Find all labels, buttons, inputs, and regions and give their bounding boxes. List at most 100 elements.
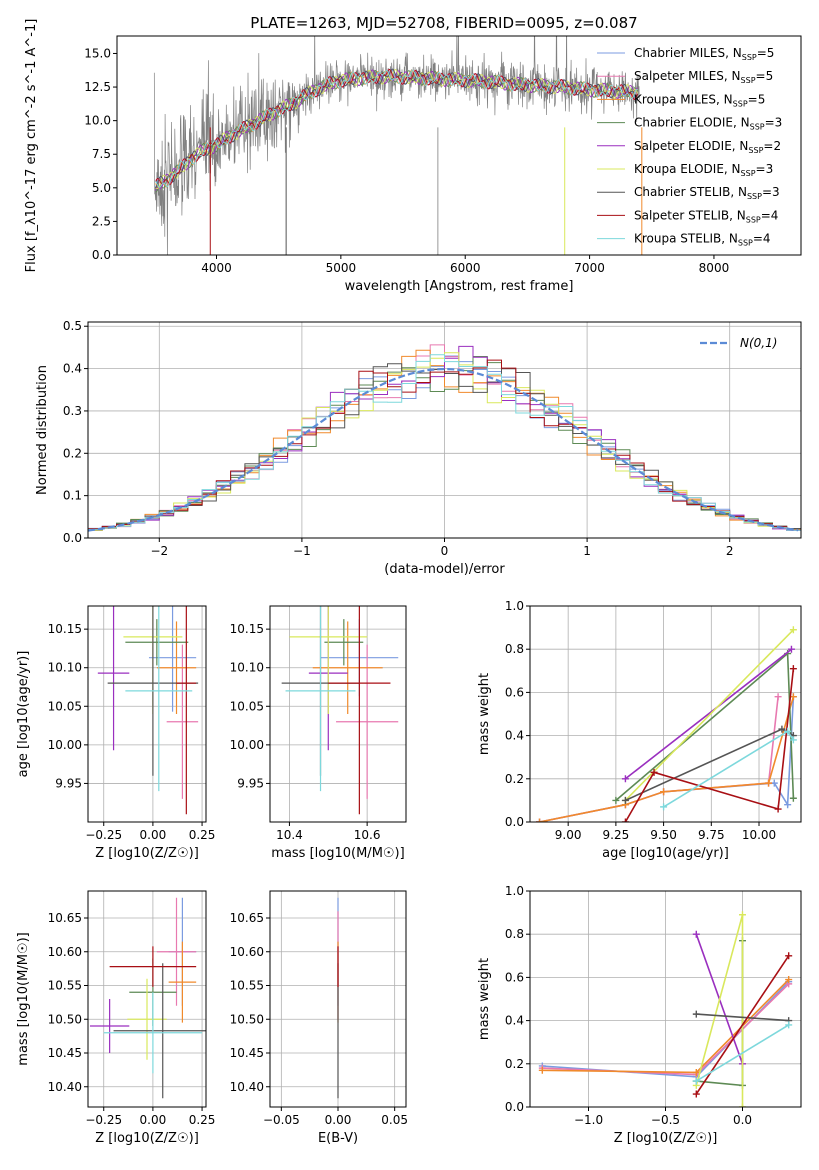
mass-vs-Z-plot-area — [89, 897, 206, 1099]
mass-vs-EBV-x-axis-label: E(B-V) — [318, 1131, 358, 1146]
y-tick-label: 0.4 — [505, 1014, 524, 1028]
age-vs-Z-plot-area — [97, 606, 199, 815]
mass-weight-marker-salpeter-elodie — [692, 930, 700, 938]
x-tick-label: 0.00 — [140, 1113, 167, 1127]
y-tick-label: 0.2 — [505, 772, 524, 786]
y-tick-label: 10.45 — [230, 1046, 264, 1060]
y-tick-label: 10.15 — [230, 622, 264, 636]
x-tick-label: −2 — [150, 544, 168, 558]
y-tick-label: 10.60 — [230, 945, 264, 959]
y-tick-label: 0.4 — [505, 729, 524, 743]
mass-weight-marker-kroupa-elodie — [738, 1103, 746, 1107]
x-tick-label: 9.25 — [603, 828, 630, 842]
legend-label-salpeter-stelib: Salpeter STELIB, NSSP=4 — [634, 208, 778, 224]
mass-weight-marker-kroupa-miles — [785, 976, 793, 984]
legend-label-kroupa-stelib: Kroupa STELIB, NSSP=4 — [634, 232, 771, 248]
y-tick-label: 9.95 — [237, 776, 264, 790]
mass-weight-line-chabrier-stelib — [696, 1013, 789, 1022]
mass-weight-marker-salpeter-stelib — [785, 952, 793, 960]
y-tick-label: 10.45 — [48, 1046, 82, 1060]
mass-vs-Z-x-axis-label: Z [log10(Z/Z☉)] — [95, 1131, 199, 1146]
mass-weight-line-salpeter-stelib — [624, 668, 795, 822]
y-tick-label: 10.10 — [48, 661, 82, 675]
x-tick-label: 0.25 — [189, 828, 216, 842]
residual-histogram-kroupa-stelib — [88, 354, 801, 531]
y-tick-label: 0.8 — [505, 642, 524, 656]
mass-weight-marker-kroupa-stelib — [784, 727, 792, 735]
y-tick-label: 10.10 — [230, 661, 264, 675]
mass-weight-marker-salpeter-stelib — [692, 1090, 700, 1098]
x-tick-label: 2 — [726, 544, 734, 558]
x-tick-label: 10.4 — [276, 828, 303, 842]
mass-weight-marker-kroupa-miles — [660, 788, 668, 796]
mass-weight-vs-Z-plot-area — [538, 911, 793, 1107]
mass-weight-marker-salpeter-elodie — [787, 645, 795, 653]
age-vs-Z-frame — [87, 605, 207, 823]
mass-weight-vs-age-plot-area — [536, 626, 797, 822]
mass-weight-marker-kroupa-miles — [692, 1068, 700, 1076]
y-tick-label: 0.6 — [505, 685, 524, 699]
x-tick-label: 4000 — [201, 261, 232, 275]
mass-weight-marker-chabrier-stelib — [778, 725, 786, 733]
mass-weight-marker-kroupa-stelib — [660, 803, 668, 811]
x-tick-label: −0.5 — [651, 1113, 680, 1127]
age-vs-Z-panel: −0.25 0.00 0.25 9.95 10.00 10.05 10.10 10.15 Z [… — [16, 605, 216, 861]
x-tick-label: 9.75 — [698, 828, 725, 842]
x-tick-label: 10.6 — [354, 828, 381, 842]
model-spectrum-chabrier-elodie — [155, 69, 638, 193]
residual-histogram-plot-area — [88, 344, 801, 532]
model-spectrum-kroupa-stelib — [155, 69, 638, 188]
y-tick-label: 0.1 — [63, 489, 82, 503]
x-tick-label: 0.00 — [325, 1113, 352, 1127]
y-tick-label: 0.0 — [505, 1100, 524, 1114]
y-tick-label: 10.55 — [230, 979, 264, 993]
mass-weight-vs-age-frame — [529, 605, 802, 823]
y-tick-label: 0.2 — [63, 446, 82, 460]
y-tick-label: 10.05 — [230, 699, 264, 713]
y-tick-label: 1.0 — [505, 884, 524, 898]
model-spectrum-kroupa-elodie — [155, 69, 639, 189]
y-tick-label: 0.0 — [92, 248, 111, 262]
age-vs-mass-panel: 10.4 10.6 9.95 10.00 10.05 10.10 10.15 mass [lo… — [230, 605, 407, 861]
x-tick-label: 0.25 — [189, 1113, 216, 1127]
y-tick-label: 0.2 — [505, 1057, 524, 1071]
y-tick-label: 10.40 — [230, 1080, 264, 1094]
age-vs-mass-plot-area — [281, 606, 399, 815]
y-tick-label: 10.15 — [48, 622, 82, 636]
mass-weight-marker-chabrier-stelib — [692, 1010, 700, 1018]
legend-label-chabrier-stelib: Chabrier STELIB, NSSP=3 — [634, 185, 780, 201]
x-tick-label: 8000 — [699, 261, 730, 275]
mass-weight-vs-Z-x-axis-label: Z [log10(Z/Z☉)] — [614, 1131, 718, 1146]
spectrum-legend: Chabrier MILES, NSSP=5 Salpeter MILES, NS… — [597, 46, 782, 248]
mass-weight-line-chabrier-elodie — [615, 651, 795, 802]
y-tick-label: 12.5 — [84, 80, 111, 94]
spectrum-data-line — [153, 36, 640, 255]
residual-histogram-salpeter-elodie — [88, 345, 801, 531]
mass-weight-marker-salpeter-stelib — [789, 665, 797, 673]
mass-weight-marker-chabrier-stelib — [621, 796, 629, 804]
age-vs-Z-x-axis-label: Z [log10(Z/Z☉)] — [95, 846, 199, 861]
age-vs-Z-y-axis-label: age [log10(age/yr)] — [16, 651, 31, 778]
mass-weight-marker-kroupa-miles — [765, 779, 773, 787]
y-tick-label: 10.65 — [230, 911, 264, 925]
mass-weight-line-kroupa-elodie — [624, 629, 794, 801]
mass-weight-marker-kroupa-stelib — [789, 736, 797, 744]
y-tick-label: 10.40 — [48, 1080, 82, 1094]
mass-weight-line-kroupa-stelib — [695, 1024, 790, 1082]
x-tick-label: 0.00 — [140, 828, 167, 842]
y-tick-label: 9.95 — [55, 776, 82, 790]
legend-label-kroupa-miles: Kroupa MILES, NSSP=5 — [634, 92, 765, 108]
legend-label-salpeter-elodie: Salpeter ELODIE, NSSP=2 — [634, 139, 781, 155]
mass-weight-vs-age-y-axis-label: mass weight — [477, 673, 492, 755]
x-tick-label: 9.00 — [555, 828, 582, 842]
mass-weight-line-kroupa-elodie — [695, 914, 744, 1107]
residual-histogram-salpeter-stelib — [88, 359, 801, 531]
mass-weight-marker-salpeter-stelib — [774, 805, 782, 813]
model-spectrum-chabrier-stelib — [155, 68, 638, 189]
mass-weight-marker-salpeter-elodie — [621, 775, 629, 783]
mass-weight-marker-chabrier-elodie — [789, 794, 797, 802]
y-tick-label: 10.0 — [84, 114, 111, 128]
mass-weight-marker-kroupa-stelib — [785, 1021, 793, 1029]
mass-weight-marker-chabrier-elodie — [612, 796, 620, 804]
